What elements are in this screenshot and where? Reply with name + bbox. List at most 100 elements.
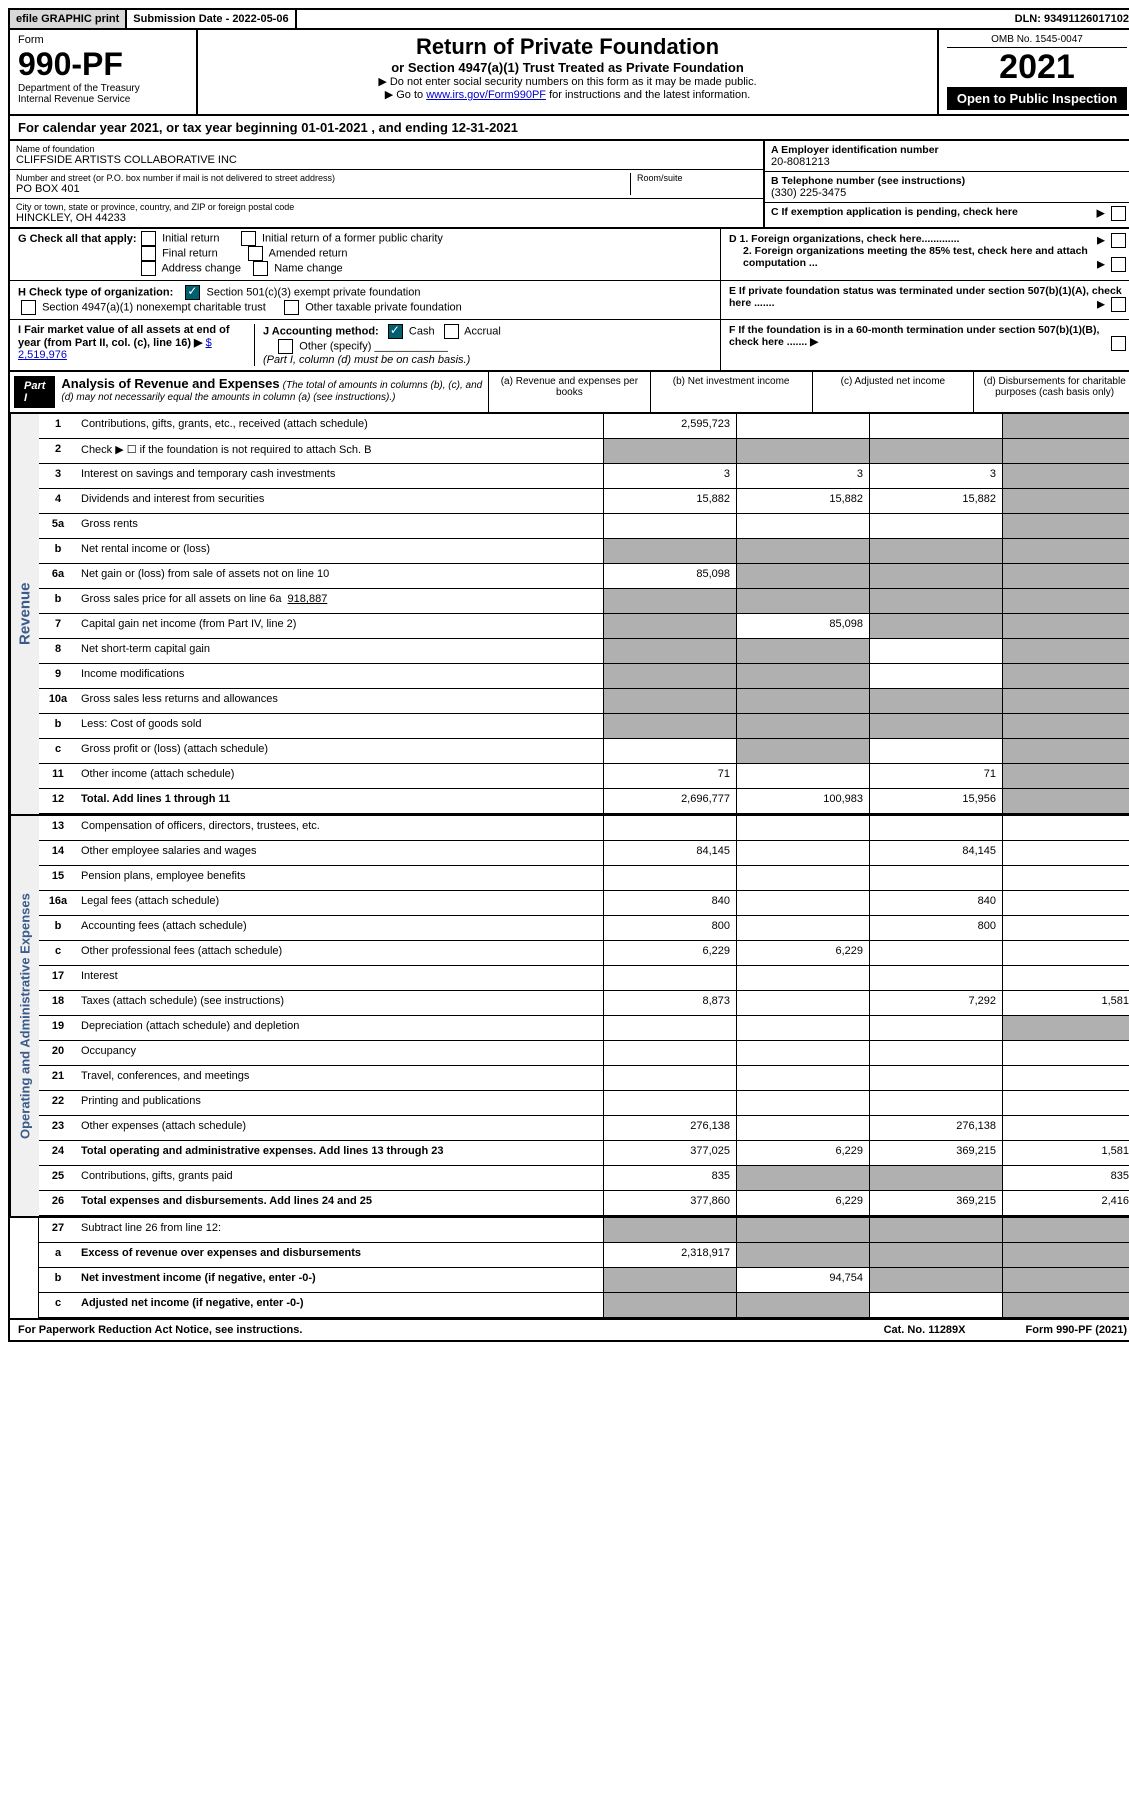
value-cell bbox=[1002, 589, 1129, 613]
value-cell: 15,956 bbox=[869, 789, 1002, 813]
value-cell bbox=[736, 991, 869, 1015]
line-description: Less: Cost of goods sold bbox=[77, 714, 603, 738]
table-row: 11Other income (attach schedule)7171 bbox=[39, 764, 1129, 789]
line-number: 2 bbox=[39, 439, 77, 463]
value-cell bbox=[1002, 739, 1129, 763]
line-description: Net gain or (loss) from sale of assets n… bbox=[77, 564, 603, 588]
entity-info-block: Name of foundation CLIFFSIDE ARTISTS COL… bbox=[8, 141, 1129, 229]
value-cell bbox=[603, 714, 736, 738]
initial-return-checkbox[interactable] bbox=[141, 231, 156, 246]
value-cell bbox=[736, 564, 869, 588]
name-change-checkbox[interactable] bbox=[253, 261, 268, 276]
line-number: 27 bbox=[39, 1218, 77, 1242]
value-cell bbox=[869, 614, 1002, 638]
initial-return-former-checkbox[interactable] bbox=[241, 231, 256, 246]
fmv-label: I Fair market value of all assets at end… bbox=[18, 324, 230, 349]
line-number: 12 bbox=[39, 789, 77, 813]
value-cell bbox=[1002, 1218, 1129, 1242]
value-cell bbox=[1002, 1016, 1129, 1040]
value-cell bbox=[1002, 539, 1129, 563]
table-row: 9Income modifications bbox=[39, 664, 1129, 689]
line-description: Other income (attach schedule) bbox=[77, 764, 603, 788]
value-cell bbox=[1002, 1041, 1129, 1065]
catalog-number: Cat. No. 11289X bbox=[884, 1324, 966, 1336]
section-i-j: I Fair market value of all assets at end… bbox=[10, 320, 720, 370]
line-number: b bbox=[39, 916, 77, 940]
value-cell bbox=[1002, 841, 1129, 865]
form-header: Form 990-PF Department of the Treasury I… bbox=[8, 30, 1129, 116]
value-cell: 3 bbox=[869, 464, 1002, 488]
d2-checkbox[interactable] bbox=[1111, 257, 1126, 272]
value-cell: 835 bbox=[1002, 1166, 1129, 1190]
line-number: a bbox=[39, 1243, 77, 1267]
value-cell: 71 bbox=[603, 764, 736, 788]
value-cell bbox=[869, 714, 1002, 738]
value-cell: 2,318,917 bbox=[603, 1243, 736, 1267]
table-row: 20Occupancy bbox=[39, 1041, 1129, 1066]
other-method-checkbox[interactable] bbox=[278, 339, 293, 354]
4947a1-checkbox[interactable] bbox=[21, 300, 36, 315]
final-return-checkbox[interactable] bbox=[141, 246, 156, 261]
table-row: 1Contributions, gifts, grants, etc., rec… bbox=[39, 414, 1129, 439]
value-cell bbox=[603, 664, 736, 688]
irs-link[interactable]: www.irs.gov/Form990PF bbox=[426, 89, 546, 101]
dln: DLN: 93491126017102 bbox=[1009, 10, 1129, 28]
table-row: 10aGross sales less returns and allowanc… bbox=[39, 689, 1129, 714]
f-checkbox[interactable] bbox=[1111, 336, 1126, 351]
table-row: 14Other employee salaries and wages84,14… bbox=[39, 841, 1129, 866]
line-number: 19 bbox=[39, 1016, 77, 1040]
line-description: Total operating and administrative expen… bbox=[77, 1141, 603, 1165]
section-h: H Check type of organization: Section 50… bbox=[10, 281, 720, 319]
open-public-badge: Open to Public Inspection bbox=[947, 87, 1127, 110]
table-row: cAdjusted net income (if negative, enter… bbox=[39, 1293, 1129, 1318]
col-a-header: (a) Revenue and expenses per books bbox=[488, 372, 650, 412]
line-description: Net rental income or (loss) bbox=[77, 539, 603, 563]
table-row: 6aNet gain or (loss) from sale of assets… bbox=[39, 564, 1129, 589]
value-cell bbox=[869, 1243, 1002, 1267]
d1-checkbox[interactable] bbox=[1111, 233, 1126, 248]
value-cell bbox=[869, 1293, 1002, 1317]
table-row: 26Total expenses and disbursements. Add … bbox=[39, 1191, 1129, 1216]
value-cell bbox=[736, 1218, 869, 1242]
city-label: City or town, state or province, country… bbox=[16, 202, 757, 212]
value-cell: 3 bbox=[603, 464, 736, 488]
line-number: 25 bbox=[39, 1166, 77, 1190]
501c3-checkbox[interactable] bbox=[185, 285, 200, 300]
ein-label: A Employer identification number bbox=[771, 144, 1129, 156]
value-cell bbox=[736, 514, 869, 538]
table-row: 24Total operating and administrative exp… bbox=[39, 1141, 1129, 1166]
line-description: Net short-term capital gain bbox=[77, 639, 603, 663]
other-taxable-checkbox[interactable] bbox=[284, 300, 299, 315]
value-cell bbox=[869, 664, 1002, 688]
value-cell: 835 bbox=[603, 1166, 736, 1190]
dept-treasury: Department of the Treasury bbox=[18, 83, 188, 94]
address-change-checkbox[interactable] bbox=[141, 261, 156, 276]
value-cell bbox=[1002, 941, 1129, 965]
line-description: Interest bbox=[77, 966, 603, 990]
line-description: Check ▶ ☐ if the foundation is not requi… bbox=[77, 439, 603, 463]
line-description: Gross sales less returns and allowances bbox=[77, 689, 603, 713]
line-number: 14 bbox=[39, 841, 77, 865]
amended-return-checkbox[interactable] bbox=[248, 246, 263, 261]
value-cell: 6,229 bbox=[736, 941, 869, 965]
table-row: 7Capital gain net income (from Part IV, … bbox=[39, 614, 1129, 639]
efile-print-button[interactable]: efile GRAPHIC print bbox=[10, 10, 127, 28]
accrual-checkbox[interactable] bbox=[444, 324, 459, 339]
line-number: 23 bbox=[39, 1116, 77, 1140]
exemption-checkbox[interactable] bbox=[1111, 206, 1126, 221]
line-description: Capital gain net income (from Part IV, l… bbox=[77, 614, 603, 638]
pra-notice: For Paperwork Reduction Act Notice, see … bbox=[18, 1324, 302, 1336]
value-cell bbox=[869, 414, 1002, 438]
line-description: Taxes (attach schedule) (see instruction… bbox=[77, 991, 603, 1015]
value-cell: 1,581 bbox=[1002, 1141, 1129, 1165]
line-description: Travel, conferences, and meetings bbox=[77, 1066, 603, 1090]
line-description: Other expenses (attach schedule) bbox=[77, 1116, 603, 1140]
line-description: Pension plans, employee benefits bbox=[77, 866, 603, 890]
table-row: cOther professional fees (attach schedul… bbox=[39, 941, 1129, 966]
e-checkbox[interactable] bbox=[1111, 297, 1126, 312]
value-cell bbox=[869, 1016, 1002, 1040]
cash-checkbox[interactable] bbox=[388, 324, 403, 339]
table-row: bNet investment income (if negative, ent… bbox=[39, 1268, 1129, 1293]
table-row: 4Dividends and interest from securities1… bbox=[39, 489, 1129, 514]
address-value: PO BOX 401 bbox=[16, 183, 630, 195]
